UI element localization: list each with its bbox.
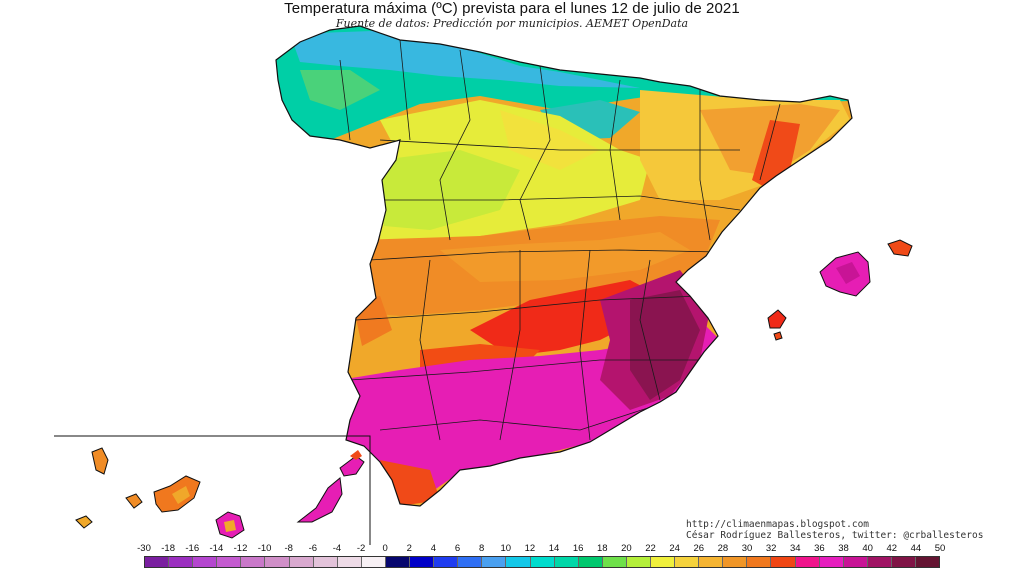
legend-tick-label: 50 (934, 543, 946, 554)
legend-swatch (747, 557, 772, 567)
legend-swatch (361, 557, 386, 567)
legend-swatch (193, 557, 218, 567)
legend-tick-label: 40 (862, 543, 873, 554)
legend-swatch (313, 557, 338, 567)
legend-tick-label: 28 (717, 543, 729, 554)
legend-tick-label: 26 (693, 543, 705, 554)
legend-tick-label: -6 (308, 543, 318, 554)
map-subtitle: Fuente de datos: Predicción por municipi… (335, 17, 689, 30)
legend-tick-label: 44 (910, 543, 922, 554)
legend-swatch (819, 557, 844, 567)
legend-tick-label: -14 (209, 543, 224, 554)
legend-tick-label: 22 (645, 543, 656, 554)
legend-swatch (891, 557, 916, 567)
legend-tick-label: 18 (597, 543, 608, 554)
legend-tick-label: 8 (479, 543, 485, 554)
legend-swatch (434, 557, 459, 567)
legend-tick-labels: -30 -18 -16 -14 -12 -10 -8 -6 -4 -2 0 2 4 6 8 10 12 14 16 1… (0, 543, 1024, 555)
legend-swatch (699, 557, 724, 567)
legend-swatch (482, 557, 507, 567)
legend-swatch (771, 557, 796, 567)
legend-tick-label: 6 (454, 543, 461, 554)
legend-swatch (626, 557, 651, 567)
legend-tick-label: 14 (548, 543, 560, 554)
legend-swatch (916, 557, 940, 567)
balearic-islands (767, 239, 913, 341)
legend-tick-label: 32 (765, 543, 777, 554)
legend-swatch (578, 557, 603, 567)
legend-tick-label: 4 (430, 543, 437, 554)
legend-tick-label: 42 (886, 543, 898, 554)
legend-tick-label: 10 (500, 543, 512, 554)
credits: http://climaenmapas.blogspot.com César R… (686, 519, 983, 541)
legend-swatch (289, 557, 314, 567)
legend-tick-label: -18 (161, 543, 175, 554)
legend-tick-label: 30 (741, 543, 753, 554)
legend-tick-label: 2 (406, 543, 412, 554)
legend-tick-label: 36 (814, 543, 825, 554)
legend-tick-label: 24 (669, 543, 680, 554)
legend-swatch (241, 557, 266, 567)
legend-swatch (554, 557, 579, 567)
legend-color-scale (144, 556, 940, 568)
legend-swatch (410, 557, 435, 567)
legend-tick-label: 12 (524, 543, 536, 554)
legend-tick-label: 38 (838, 543, 849, 554)
legend-swatch (217, 557, 242, 567)
legend-swatch (145, 557, 170, 567)
legend-tick-label: -30 (137, 543, 151, 554)
legend-swatch (843, 557, 868, 567)
legend-swatch (337, 557, 362, 567)
legend-swatch (867, 557, 892, 567)
province-borders (339, 39, 781, 441)
legend-swatch (458, 557, 483, 567)
legend-tick-label: -4 (332, 543, 342, 554)
legend-tick-label: 20 (621, 543, 632, 554)
credits-url: http://climaenmapas.blogspot.com (686, 519, 870, 530)
canary-islands-inset (54, 435, 371, 545)
legend-swatch (385, 557, 411, 567)
legend-swatch (506, 557, 531, 567)
legend-swatch (675, 557, 700, 567)
peninsula-map (276, 26, 852, 506)
credits-author: César Rodríguez Ballesteros, twitter: @c… (686, 530, 984, 541)
legend-tick-label: -8 (284, 543, 293, 554)
legend-tick-label: 34 (789, 543, 801, 554)
legend-swatch (723, 557, 748, 567)
legend-tick-label: -10 (257, 543, 272, 554)
legend-tick-label: 0 (382, 543, 388, 554)
legend-tick-label: 16 (572, 543, 584, 554)
legend-swatch (650, 557, 676, 567)
legend-swatch (169, 557, 194, 567)
legend-swatch (265, 557, 290, 567)
legend-swatch (602, 557, 627, 567)
legend-tick-label: -2 (356, 543, 366, 554)
map-title: Temperatura máxima (ºC) prevista para el… (284, 0, 740, 17)
legend-swatch (795, 557, 820, 567)
legend-tick-label: -12 (233, 543, 248, 554)
legend-tick-label: -16 (185, 543, 200, 554)
legend-swatch (530, 557, 555, 567)
